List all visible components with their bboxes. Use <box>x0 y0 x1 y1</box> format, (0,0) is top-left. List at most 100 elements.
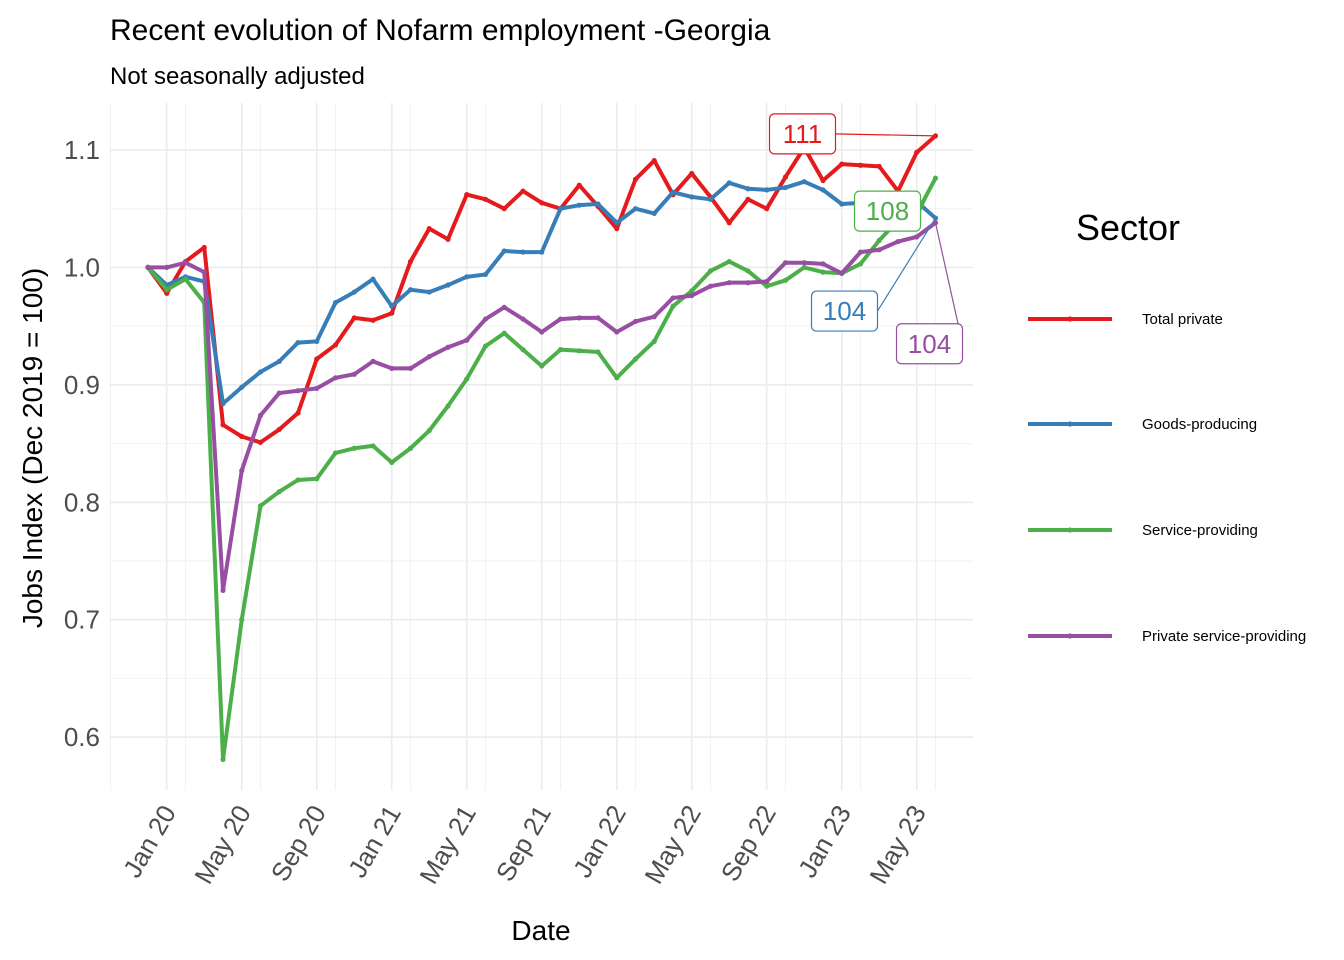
data-point <box>857 162 864 168</box>
data-point <box>857 249 864 255</box>
end-label-total-private: 111 <box>768 113 936 155</box>
data-point <box>764 206 770 212</box>
data-point <box>239 433 245 440</box>
data-point <box>895 238 901 245</box>
data-point <box>576 202 582 208</box>
data-point <box>651 157 657 164</box>
data-point <box>351 315 357 321</box>
data-point <box>370 317 376 323</box>
data-point <box>407 287 414 293</box>
data-point <box>782 277 789 283</box>
series-private-service-providing <box>145 220 939 593</box>
data-point <box>407 445 414 451</box>
label-leader <box>919 177 937 212</box>
data-point <box>295 339 301 346</box>
x-tick-label: Sep 20 <box>265 800 332 886</box>
y-tick-label: 0.8 <box>64 487 100 517</box>
data-point <box>539 200 545 206</box>
chart-subtitle: Not seasonally adjusted <box>110 63 365 90</box>
y-tick-label: 1.0 <box>64 252 100 282</box>
data-point <box>539 249 545 255</box>
data-point <box>501 248 507 254</box>
y-tick-label: 0.9 <box>64 370 100 400</box>
data-point <box>820 187 826 193</box>
data-point <box>464 376 470 382</box>
end-label-service-providing: 108 <box>853 177 937 232</box>
data-point <box>407 258 414 265</box>
data-point <box>745 186 751 192</box>
data-point <box>557 347 564 353</box>
data-point <box>745 280 751 286</box>
data-point <box>482 316 489 322</box>
data-point <box>782 184 789 191</box>
label-box <box>895 323 964 365</box>
x-tick-label: May 21 <box>413 800 482 889</box>
label-box <box>853 190 922 232</box>
data-point <box>632 206 639 212</box>
data-point <box>764 283 770 289</box>
data-point <box>876 237 882 243</box>
data-point <box>876 163 882 170</box>
data-point <box>914 234 920 240</box>
data-point <box>426 289 432 295</box>
data-point <box>164 287 170 293</box>
legend: Sector Total private Goods-producing Servi… <box>1028 207 1306 645</box>
data-point <box>820 177 826 184</box>
data-point <box>576 182 582 188</box>
data-point <box>257 503 264 509</box>
label-leader <box>835 133 936 137</box>
end-labels-layer: 111 104 108 104 <box>768 113 964 365</box>
data-point <box>801 179 807 185</box>
label-box <box>768 113 837 155</box>
data-point <box>464 274 470 280</box>
legend-key-point <box>1067 527 1073 533</box>
end-label-private-service-providing: 104 <box>895 222 964 365</box>
legend-label: Total private <box>1142 311 1223 328</box>
data-point <box>576 348 582 354</box>
data-point <box>914 149 920 155</box>
data-point <box>764 187 770 193</box>
label-text: 111 <box>783 119 823 149</box>
y-axis-ticks: 0.6 0.7 0.8 0.9 1.0 1.1 <box>64 135 100 752</box>
data-point <box>595 201 601 207</box>
data-point <box>314 338 320 344</box>
data-point <box>876 247 882 253</box>
label-text: 108 <box>866 196 909 226</box>
data-point <box>745 268 751 274</box>
data-point <box>314 356 320 362</box>
legend-key-point <box>1067 316 1073 322</box>
data-point <box>726 280 732 286</box>
data-point <box>689 292 695 299</box>
data-point <box>520 188 526 194</box>
data-point <box>295 410 301 416</box>
data-point <box>614 329 620 335</box>
data-point <box>520 347 526 353</box>
data-point <box>932 220 939 226</box>
data-point <box>389 459 395 465</box>
data-point <box>445 282 451 288</box>
data-point <box>839 161 845 167</box>
data-point <box>595 349 601 355</box>
data-point <box>839 270 845 276</box>
data-point <box>782 260 789 266</box>
data-point <box>670 189 676 195</box>
end-label-goods-producing: 104 <box>810 217 937 332</box>
data-point <box>389 310 395 316</box>
data-point <box>689 170 695 177</box>
chart-title: Recent evolution of Nofarm employment -G… <box>110 14 771 47</box>
data-point <box>445 403 451 409</box>
data-point <box>782 174 789 180</box>
data-point <box>482 196 489 202</box>
legend-key-point <box>1067 633 1073 639</box>
data-point <box>707 268 714 274</box>
legend-label: Private service-providing <box>1142 628 1306 645</box>
data-point <box>332 342 339 348</box>
data-point <box>857 261 864 267</box>
data-point <box>539 363 545 369</box>
legend-key-point <box>1067 421 1073 427</box>
data-point <box>670 303 676 309</box>
data-point <box>370 443 376 449</box>
plot-grid <box>110 103 973 790</box>
data-point <box>614 375 620 381</box>
